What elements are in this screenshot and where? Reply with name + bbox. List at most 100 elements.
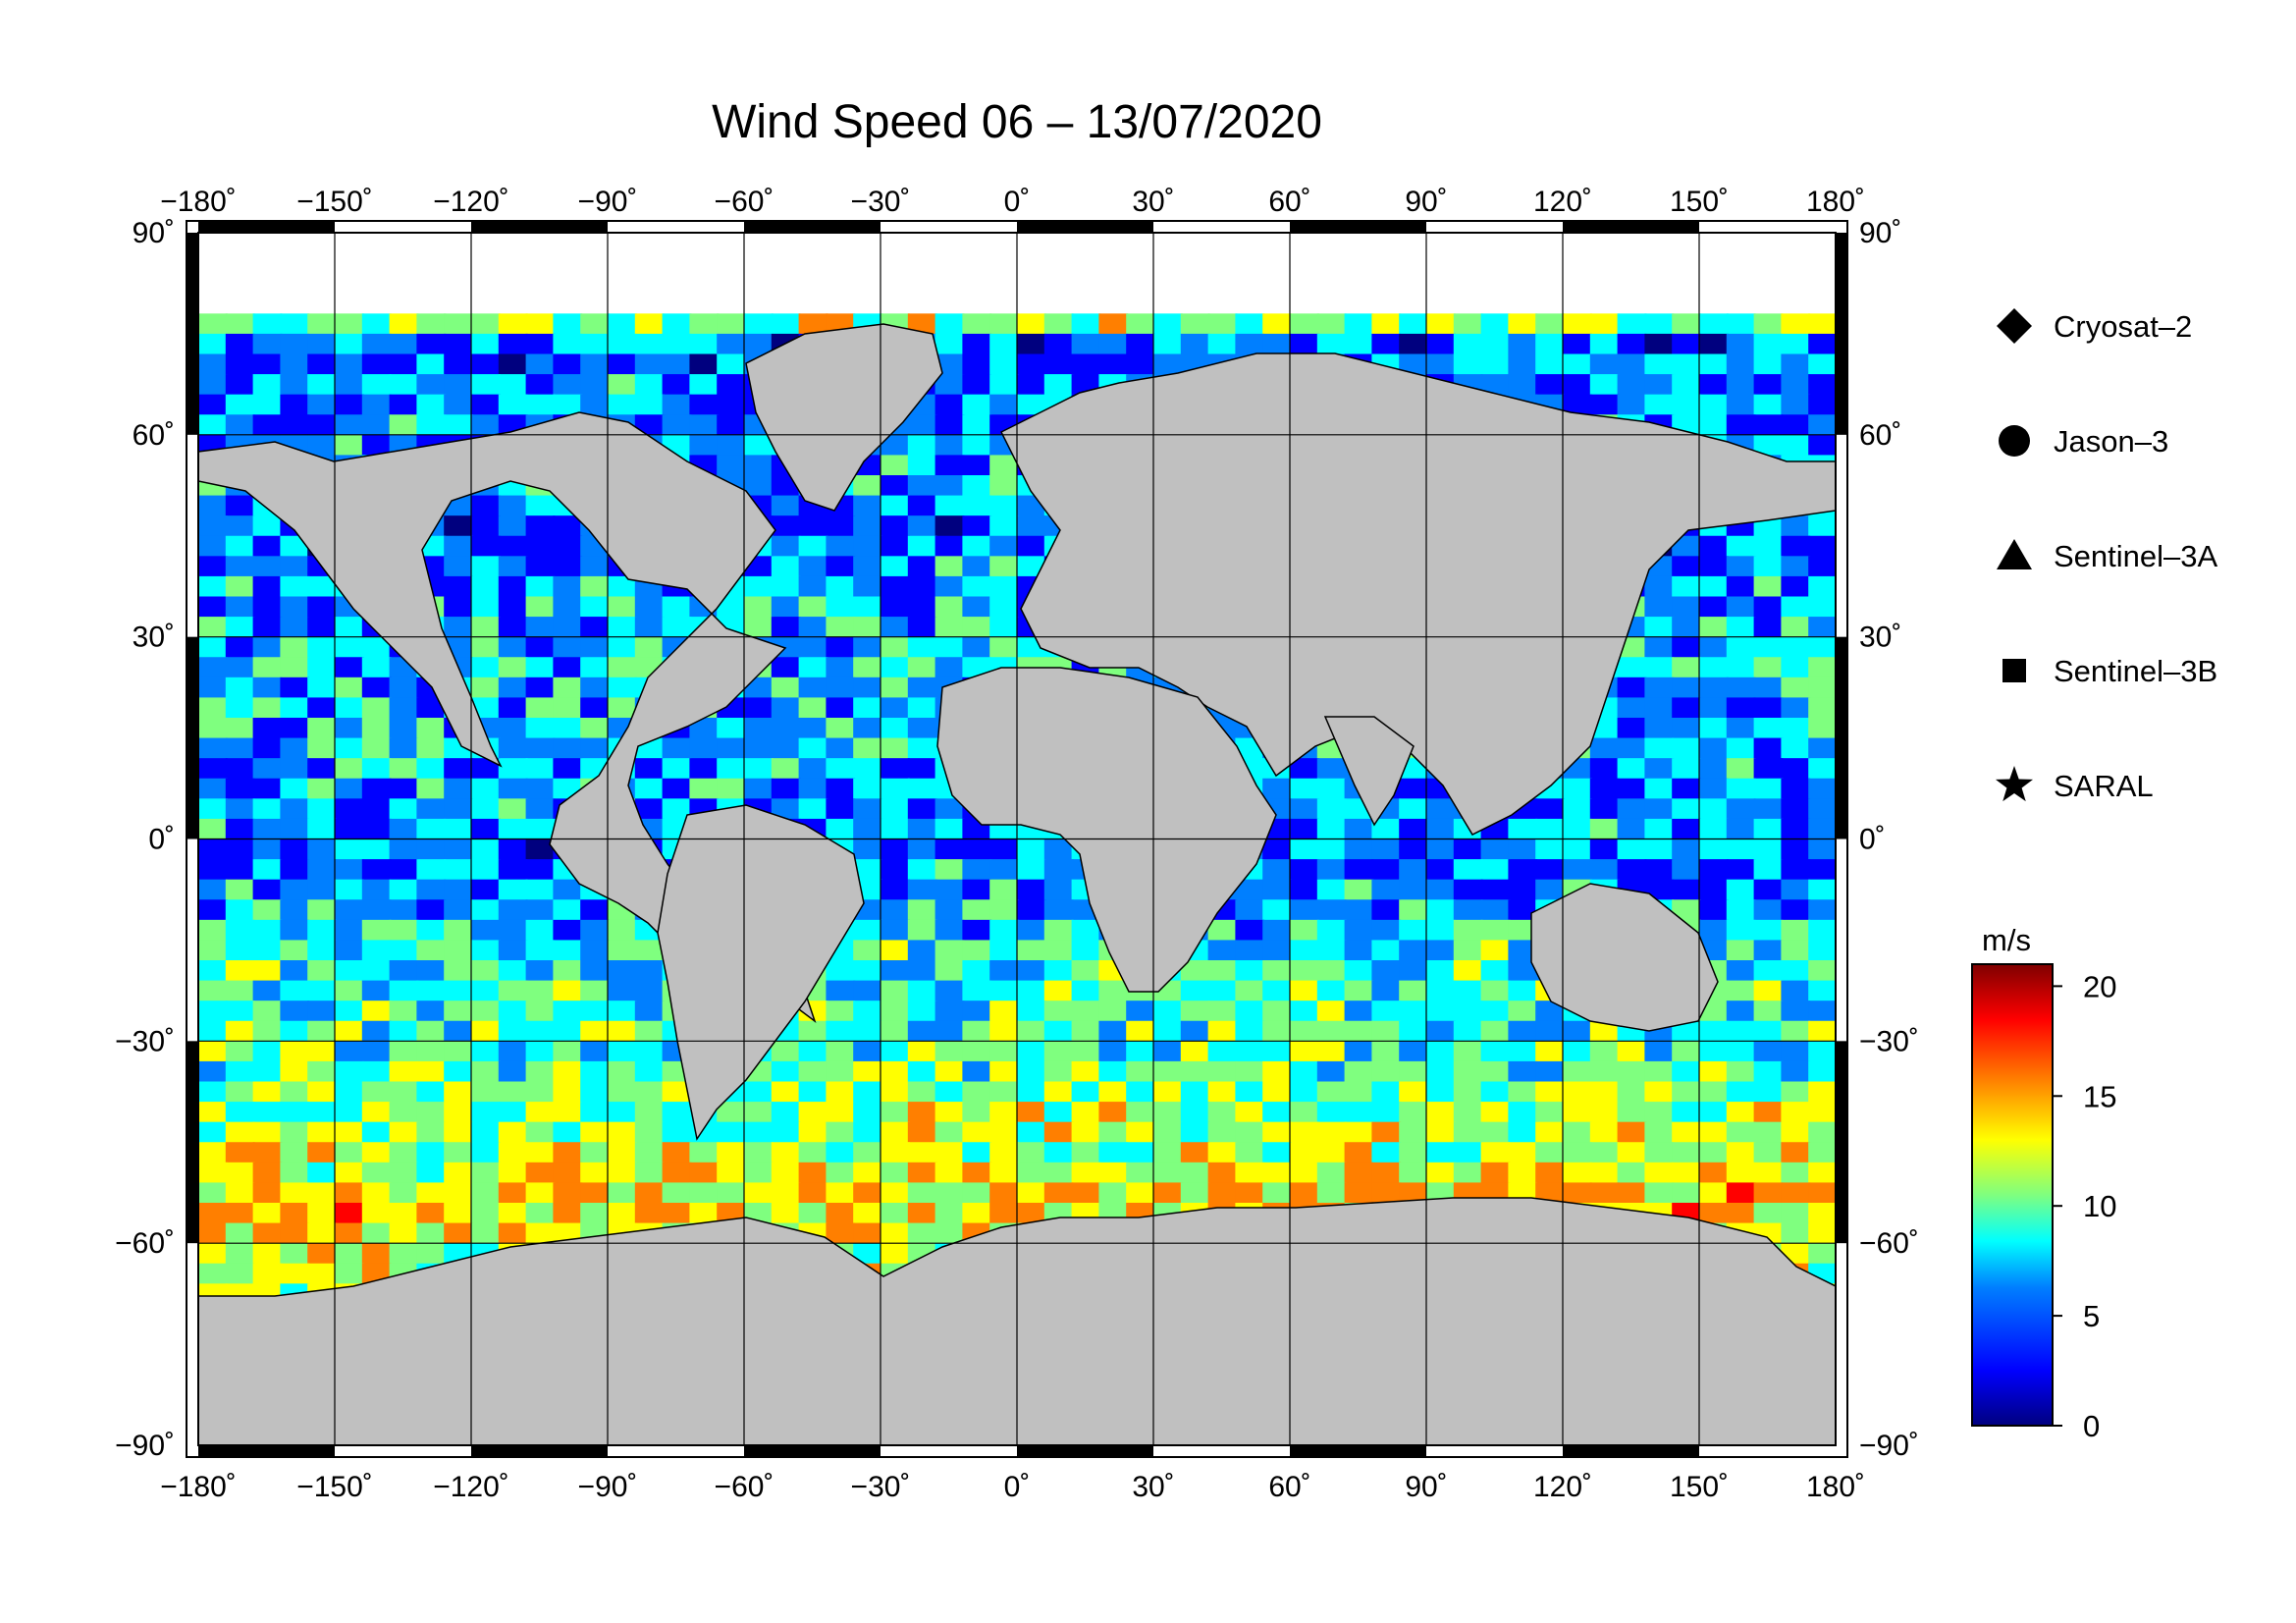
wind-cell (744, 1081, 774, 1105)
wind-cell (444, 940, 473, 962)
wind-cell (525, 353, 556, 377)
wind-cell (1589, 1060, 1620, 1084)
wind-cell (1235, 1142, 1265, 1164)
wind-cell (1726, 798, 1756, 821)
wind-cell (881, 596, 910, 620)
wind-cell (1563, 1162, 1592, 1185)
wind-cell (907, 1060, 937, 1084)
wind-cell (280, 1102, 310, 1124)
wind-cell (1672, 879, 1701, 902)
wind-cell (881, 1203, 910, 1225)
wind-cell (553, 1102, 583, 1124)
wind-cell (798, 718, 828, 740)
wind-cell (389, 353, 419, 377)
wind-cell (1426, 859, 1456, 882)
wind-cell (1781, 535, 1811, 559)
wind-cell (1808, 839, 1836, 862)
wind-cell (198, 414, 228, 437)
wind-cell (853, 636, 882, 660)
colorbar-tick-label: 5 (2083, 1299, 2100, 1333)
wind-cell (252, 657, 283, 679)
wind-cell (225, 879, 255, 902)
wind-cell (444, 758, 473, 781)
wind-cell (771, 758, 801, 781)
wind-cell (1480, 353, 1511, 377)
wind-cell (389, 1081, 419, 1105)
wind-cell (717, 333, 746, 356)
wind-cell (225, 940, 255, 962)
wind-cell (252, 1121, 283, 1145)
wind-cell (1726, 818, 1756, 841)
lon-tick-label-bottom: 150˚ (1670, 1471, 1729, 1503)
land-south-america (657, 804, 865, 1141)
wind-cell (471, 374, 501, 397)
wind-cell (1344, 1182, 1374, 1205)
wind-cell (1235, 1001, 1265, 1023)
wind-cell (881, 1121, 910, 1145)
wind-cell (962, 940, 992, 962)
wind-cell (1781, 818, 1811, 841)
wind-cell (634, 1001, 665, 1023)
wind-cell (1262, 879, 1292, 902)
wind-cell (498, 940, 528, 962)
wind-cell (1426, 899, 1456, 922)
wind-cell (1563, 1102, 1592, 1124)
wind-cell (1453, 1142, 1483, 1164)
wind-cell (1808, 778, 1836, 801)
wind-cell (1699, 758, 1729, 781)
wind-cell (1344, 960, 1374, 983)
wind-cell (1017, 333, 1046, 356)
wind-cell (826, 1041, 856, 1063)
wind-cell (1371, 1102, 1402, 1124)
wind-cell (389, 1243, 419, 1266)
wind-cell (1699, 636, 1729, 660)
wind-cell (1808, 980, 1836, 1003)
wind-cell (771, 676, 801, 700)
frame-segment-left (187, 233, 198, 435)
wind-cell (1344, 1001, 1374, 1023)
wind-cell (389, 778, 419, 801)
frame-segment-top (1290, 221, 1426, 233)
wind-cell (1726, 1060, 1756, 1084)
wind-cell (881, 1182, 910, 1205)
wind-cell (1207, 940, 1238, 962)
wind-cell (252, 818, 283, 841)
wind-cell (361, 1142, 392, 1164)
wind-cell (634, 596, 665, 620)
wind-cell (225, 798, 255, 821)
wind-cell (1808, 535, 1836, 559)
wind-cell (1781, 333, 1811, 356)
wind-cell (1126, 1041, 1155, 1063)
wind-cell (225, 495, 255, 518)
wind-cell (389, 1162, 419, 1185)
wind-cell (1153, 1102, 1183, 1124)
wind-cell (1153, 1020, 1183, 1044)
wind-cell (1508, 899, 1538, 922)
wind-cell (389, 374, 419, 397)
wind-cell (1753, 798, 1784, 821)
wind-cell (907, 940, 937, 962)
wind-cell (225, 980, 255, 1003)
wind-cell (853, 737, 882, 761)
legend-label: Sentinel–3A (2054, 539, 2218, 573)
wind-cell (444, 353, 473, 377)
wind-cell (361, 758, 392, 781)
wind-cell (252, 535, 283, 559)
lon-tick-label-top: −120˚ (433, 186, 509, 218)
wind-cell (771, 596, 801, 620)
wind-cell (1672, 697, 1701, 720)
wind-cell (389, 737, 419, 761)
wind-cell (962, 596, 992, 620)
wind-cell (1726, 1182, 1756, 1205)
wind-cell (225, 657, 255, 679)
wind-cell (662, 1142, 692, 1164)
lon-tick-label-top: 60˚ (1268, 186, 1310, 218)
wind-cell (881, 515, 910, 538)
wind-cell (1672, 778, 1701, 801)
wind-cell (962, 899, 992, 922)
lat-tick-label-right: 30˚ (1859, 622, 1901, 654)
wind-cell (1672, 1020, 1701, 1044)
wind-cell (1753, 374, 1784, 397)
wind-cell (280, 1142, 310, 1164)
wind-cell (1781, 758, 1811, 781)
